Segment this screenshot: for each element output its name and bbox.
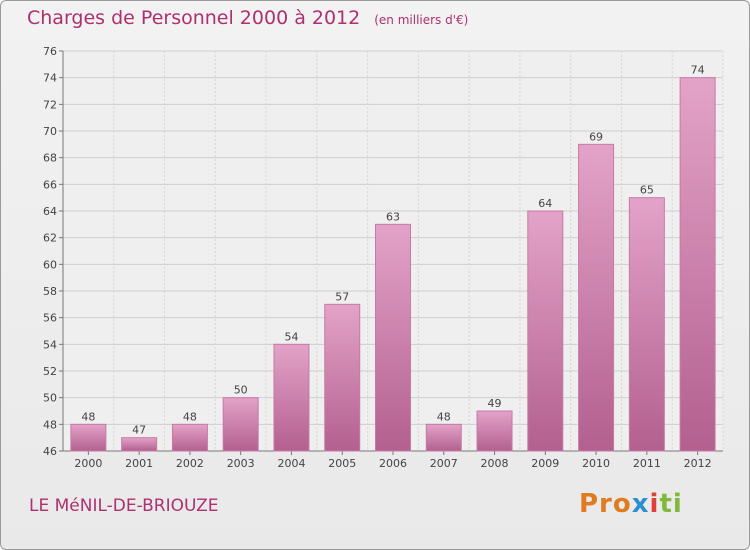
xtick-label: 2004: [277, 457, 305, 470]
data-label: 54: [284, 330, 298, 343]
xtick-label: 2011: [633, 457, 661, 470]
xtick-label: 2002: [176, 457, 204, 470]
ytick-label: 66: [43, 178, 57, 191]
ytick-label: 46: [43, 445, 57, 458]
xtick-label: 2003: [227, 457, 255, 470]
data-label: 63: [386, 210, 400, 223]
bar: [679, 77, 716, 452]
ytick-label: 60: [43, 258, 57, 271]
bar: [171, 423, 208, 452]
bar: [476, 410, 513, 452]
bar: [425, 423, 462, 452]
ytick-label: 74: [43, 72, 57, 85]
data-label: 48: [437, 410, 451, 423]
xtick-label: 2012: [684, 457, 712, 470]
bar: [527, 210, 564, 452]
data-label: 74: [691, 64, 705, 77]
data-label: 47: [132, 424, 146, 437]
ytick-label: 68: [43, 152, 57, 165]
xtick-label: 2010: [582, 457, 610, 470]
ytick-label: 52: [43, 365, 57, 378]
bar: [121, 437, 158, 452]
ytick-label: 54: [43, 338, 57, 351]
bar: [628, 197, 665, 452]
ytick-label: 62: [43, 232, 57, 245]
chart-subtitle: (en milliers d'€): [374, 13, 469, 27]
bar: [273, 343, 310, 452]
xtick-label: 2005: [328, 457, 356, 470]
ytick-label: 76: [43, 45, 57, 58]
data-label: 50: [234, 384, 248, 397]
bar: [70, 423, 107, 452]
bar: [324, 303, 361, 452]
place-name: LE MéNIL-DE-BRIOUZE: [29, 496, 219, 516]
xtick-label: 2000: [74, 457, 102, 470]
data-label: 48: [183, 410, 197, 423]
data-label: 69: [589, 130, 603, 143]
xtick-label: 2008: [481, 457, 509, 470]
ytick-label: 70: [43, 125, 57, 138]
chart-title: Charges de Personnel 2000 à 2012 (en mill…: [27, 7, 469, 29]
xtick-label: 2009: [531, 457, 559, 470]
ytick-label: 64: [43, 205, 57, 218]
bar: [375, 223, 411, 452]
ytick-label: 56: [43, 312, 57, 325]
ytick-label: 58: [43, 285, 57, 298]
xtick-label: 2006: [379, 457, 407, 470]
ytick-label: 72: [43, 98, 57, 111]
ytick-label: 48: [43, 418, 57, 431]
bar: [222, 397, 259, 452]
data-label: 65: [640, 184, 654, 197]
xtick-label: 2007: [430, 457, 458, 470]
proxiti-logo: Proxiti: [579, 489, 683, 519]
ytick-label: 50: [43, 392, 57, 405]
data-label: 64: [538, 197, 552, 210]
bar: [578, 143, 615, 452]
data-label: 49: [488, 397, 502, 410]
data-label: 48: [81, 410, 95, 423]
data-label: 57: [335, 290, 349, 303]
xtick-label: 2001: [125, 457, 153, 470]
